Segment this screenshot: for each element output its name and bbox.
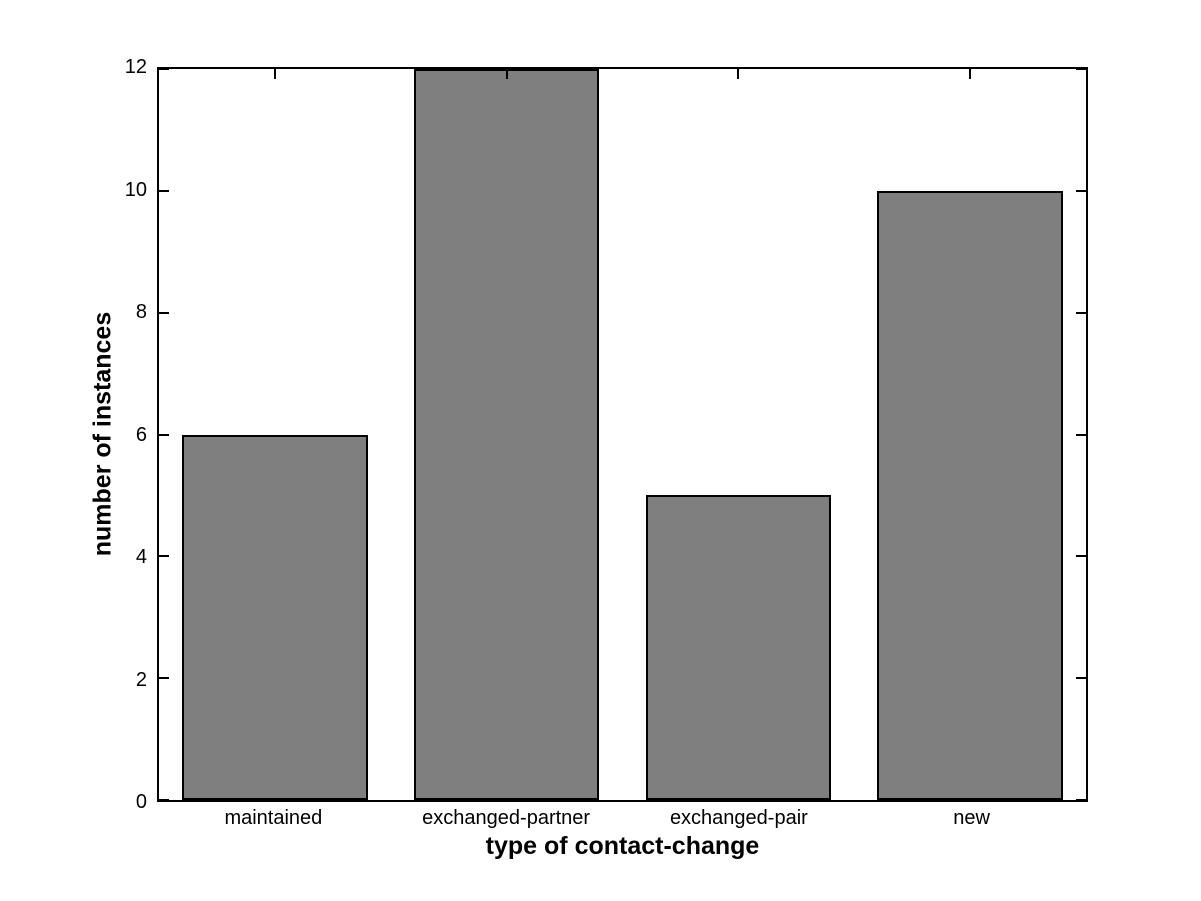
y-tick-label: 0: [135, 791, 147, 813]
y-tick-label: 12: [124, 56, 147, 78]
bar-maintained: [182, 434, 368, 800]
x-tick-label-exchanged-partner: exchanged-partner: [422, 807, 591, 829]
y-tick-mark: [159, 189, 169, 192]
x-tick-mark-top: [969, 69, 972, 79]
y-tick-mark: [159, 433, 169, 436]
x-tick-label-exchanged-pair: exchanged-pair: [669, 807, 808, 829]
y-tick-mark: [1076, 555, 1086, 558]
x-tick-mark-top: [737, 69, 740, 79]
y-tick-mark: [1076, 311, 1086, 314]
y-tick-mark: [159, 311, 169, 314]
bar-exchanged-partner: [413, 69, 600, 800]
y-tick-label: 2: [135, 668, 147, 691]
y-tick-mark: [159, 555, 169, 558]
y-tick-mark: [159, 68, 169, 70]
y-tick-label: 8: [135, 301, 147, 323]
bar-exchanged-pair: [645, 495, 832, 800]
y-tick-label: 10: [124, 178, 147, 201]
y-tick-mark: [159, 799, 169, 801]
x-tick-label-new: new: [953, 807, 990, 829]
y-tick-mark: [1076, 189, 1086, 192]
x-tick-mark-top: [273, 69, 276, 79]
y-tick-label: 4: [135, 546, 147, 568]
y-tick-label: 6: [135, 423, 147, 446]
y-tick-mark: [159, 677, 169, 680]
x-axis-label: type of contact-change: [485, 832, 760, 860]
y-tick-mark: [1076, 677, 1086, 680]
y-tick-mark: [1076, 68, 1086, 70]
plot-area: [157, 67, 1088, 802]
y-tick-mark: [1076, 433, 1086, 436]
y-axis-label: number of instances: [88, 311, 117, 557]
x-tick-label-maintained: maintained: [224, 807, 323, 829]
bar-new: [877, 190, 1063, 800]
y-tick-mark: [1076, 799, 1086, 801]
x-tick-mark-top: [505, 69, 508, 79]
